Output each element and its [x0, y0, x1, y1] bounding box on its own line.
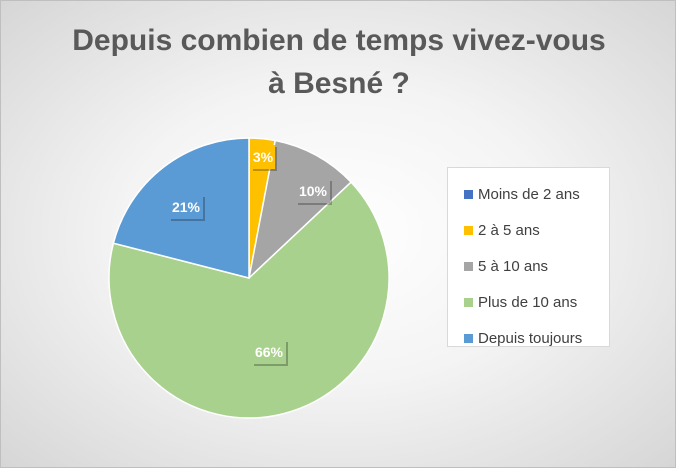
legend-label: Depuis toujours [478, 329, 583, 347]
pie-data-labels: 3% 10% 66% 21% [169, 145, 332, 366]
data-label-text: 10% [299, 183, 328, 199]
legend-item: Plus de 10 ans [448, 284, 609, 320]
chart-title-line-2: à Besné ? [268, 67, 410, 100]
legend-item: 5 à 10 ans [448, 248, 609, 284]
legend: Moins de 2 ans 2 à 5 ans 5 à 10 ans Plus… [447, 167, 610, 347]
chart-title-line-1: Depuis combien de temps vivez-vous [72, 24, 606, 57]
legend-swatch [464, 261, 473, 271]
legend-label: 5 à 10 ans [478, 257, 549, 275]
legend-swatch [464, 333, 473, 343]
legend-item: 2 à 5 ans [448, 212, 609, 248]
legend-swatch [464, 225, 473, 235]
data-label: 66% [252, 340, 288, 366]
data-label: 3% [251, 145, 277, 171]
legend-swatch [464, 189, 473, 199]
legend-item: Depuis toujours [448, 320, 609, 356]
legend-swatch [464, 297, 473, 307]
data-label: 10% [296, 179, 332, 205]
legend-label: 2 à 5 ans [478, 221, 540, 239]
data-label-background [169, 195, 203, 219]
data-label-text: 66% [255, 344, 284, 360]
legend-label: Moins de 2 ans [478, 185, 580, 203]
data-label-background [251, 145, 275, 169]
data-label: 21% [169, 195, 205, 221]
legend-item: Moins de 2 ans [448, 176, 609, 212]
data-label-background [252, 340, 286, 364]
data-label-text: 21% [172, 199, 201, 215]
data-label-background [296, 179, 330, 203]
pie-slice [108, 181, 390, 419]
data-label-text: 3% [253, 149, 274, 165]
legend-label: Plus de 10 ans [478, 293, 578, 311]
pie-slices [108, 137, 390, 419]
chart-title: Depuis combien de temps vivez-vous à Bes… [41, 19, 637, 105]
pie-slice [247, 139, 353, 281]
